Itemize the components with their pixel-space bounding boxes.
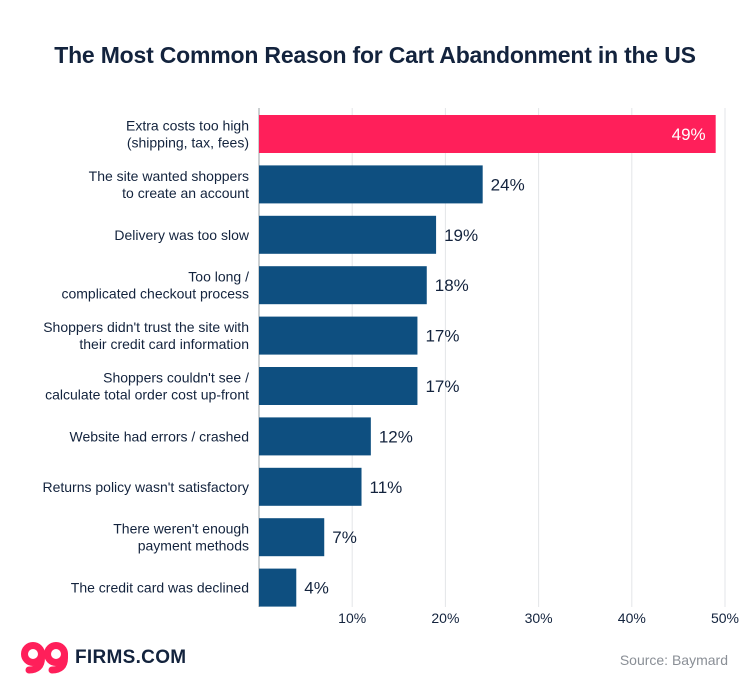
value-label: 49%: [672, 125, 706, 144]
category-label: The credit card was declined: [71, 580, 249, 596]
bar: [259, 568, 297, 607]
x-tick-label: 50%: [711, 610, 739, 626]
bar: [259, 215, 437, 254]
category-label-line: The site wanted shoppers: [89, 168, 249, 184]
category-label: Shoppers couldn't see / calculate total o…: [45, 370, 249, 403]
value-label: 18%: [435, 276, 469, 295]
value-label: 24%: [491, 175, 525, 194]
value-label: 17%: [425, 377, 459, 396]
brand-logo[interactable]: FIRMS.COM: [20, 641, 186, 675]
category-label-line: Website had errors / crashed: [70, 428, 250, 444]
source-note: Source: Baymard: [619, 652, 728, 668]
category-label-line: Shoppers couldn't see /: [103, 370, 249, 386]
x-tick-label: 20%: [431, 610, 459, 626]
category-label-line: The credit card was declined: [71, 580, 249, 596]
category-label: Website had errors / crashed: [70, 428, 250, 444]
value-label: 12%: [379, 427, 413, 446]
x-tick-label: 10%: [338, 610, 366, 626]
bar: [259, 417, 371, 456]
value-label: 19%: [444, 226, 478, 245]
value-label: 4%: [304, 579, 329, 598]
category-label-line: Extra costs too high: [126, 118, 249, 134]
category-label-line: Delivery was too slow: [114, 227, 249, 243]
bar: [259, 467, 362, 506]
bar: [259, 518, 325, 557]
category-label-line: Returns policy wasn't satisfactory: [42, 479, 249, 495]
category-label-line: (shipping, tax, fees): [127, 135, 249, 151]
logo-text: FIRMS.COM: [75, 647, 187, 668]
x-tick-label: 30%: [525, 610, 553, 626]
value-label: 11%: [370, 478, 403, 497]
category-label: Extra costs too high (shipping, tax, fees…: [126, 118, 249, 151]
bar: [259, 316, 418, 355]
category-label: There weren't enough payment methods: [113, 521, 249, 554]
value-label: 7%: [332, 528, 357, 547]
chart-title: The Most Common Reason for Cart Abandonm…: [54, 42, 696, 68]
category-label: Delivery was too slow: [114, 227, 249, 243]
category-label-line: their credit card information: [79, 336, 249, 352]
bar: [259, 266, 427, 305]
bar: [259, 367, 418, 405]
logo-99-icon: [21, 642, 68, 674]
bar-chart: 10% 20% 30% 40% 50% 49% Extra costs too high (s…: [42, 108, 739, 626]
category-label: Shoppers didn't trust the site with their…: [43, 319, 249, 352]
bar: [259, 165, 483, 204]
category-label-line: There weren't enough: [113, 521, 249, 537]
value-label: 17%: [425, 327, 459, 346]
category-label-line: calculate total order cost up-front: [45, 387, 249, 403]
category-label-line: payment methods: [138, 538, 249, 554]
bar: [259, 115, 716, 153]
x-tick-label: 40%: [618, 610, 646, 626]
category-label-line: complicated checkout process: [61, 286, 249, 302]
category-label: Returns policy wasn't satisfactory: [42, 479, 249, 495]
category-label-line: Shoppers didn't trust the site with: [43, 319, 249, 335]
category-label-line: to create an account: [122, 185, 249, 201]
category-label: Too long / complicated checkout process: [61, 269, 249, 302]
category-label: The site wanted shoppers to create an acc…: [89, 168, 249, 201]
category-label-line: Too long /: [188, 269, 249, 285]
